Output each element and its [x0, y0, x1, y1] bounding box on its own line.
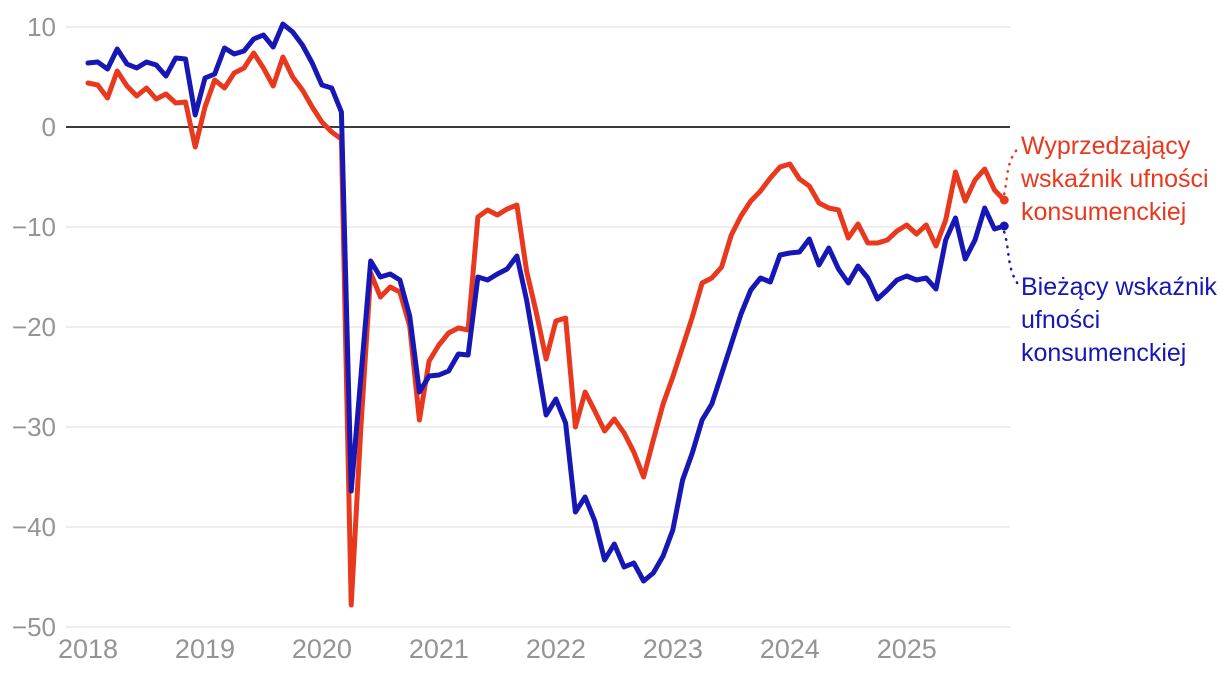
y-tick-label: −40	[12, 512, 56, 542]
x-tick-label: 2021	[409, 634, 469, 664]
y-tick-label: −20	[12, 312, 56, 342]
series-line-wwuk	[85, 50, 1007, 608]
x-tick-label: 2023	[643, 634, 703, 664]
y-tick-label: 0	[42, 112, 56, 142]
x-tick-label: 2019	[175, 634, 235, 664]
x-tick-label: 2018	[58, 634, 118, 664]
y-tick-label: −50	[12, 612, 56, 642]
x-tick-label: 2024	[760, 634, 820, 664]
series-label-current-indicator: Bieżący wskaźnik ufności konsumenckiej	[1021, 273, 1217, 367]
x-tick-label: 2020	[292, 634, 352, 664]
series-end-dot-bwuk	[999, 221, 1009, 231]
series-line-bwuk	[85, 21, 1007, 584]
x-tick-label: 2022	[526, 634, 586, 664]
leader-line-bwuk	[1002, 230, 1021, 288]
series-end-dot-wwuk	[999, 195, 1009, 205]
y-tick-label: −10	[12, 212, 56, 242]
x-tick-label: 2025	[877, 634, 937, 664]
y-tick-label: −30	[12, 412, 56, 442]
y-tick-label: 10	[27, 12, 56, 42]
leader-line-wwuk	[1002, 146, 1020, 196]
series-label-leading-indicator: Wyprzedzający wskaźnik ufności konsumenc…	[1021, 132, 1209, 226]
